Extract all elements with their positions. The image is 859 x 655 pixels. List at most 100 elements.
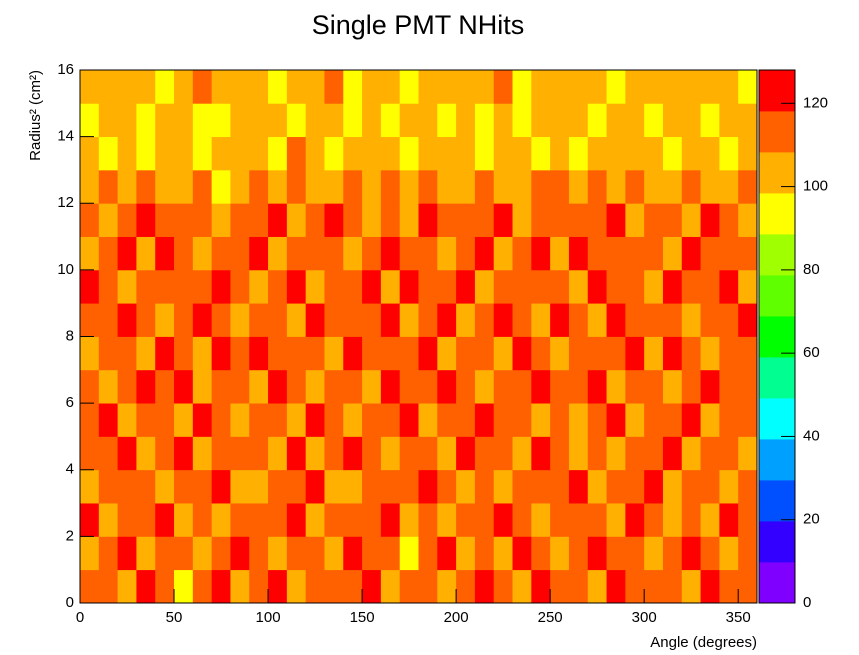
x-tick-label: 100 <box>256 609 281 626</box>
heatmap-cell <box>606 303 626 337</box>
heatmap-cell <box>493 436 513 471</box>
heatmap-cell <box>399 103 419 138</box>
heatmap-cell <box>625 369 645 404</box>
heatmap-cell <box>305 503 325 537</box>
heatmap-cell <box>568 469 589 504</box>
heatmap-cell <box>700 336 720 371</box>
heatmap-cell <box>380 503 401 537</box>
heatmap-cell <box>155 269 175 304</box>
heatmap-cell <box>531 103 551 138</box>
heatmap-cell <box>80 203 100 237</box>
heatmap-cell <box>211 503 231 537</box>
heatmap-cell <box>117 403 137 437</box>
heatmap-cell <box>437 336 457 371</box>
heatmap-cell <box>249 469 269 504</box>
y-tick-label: 2 <box>66 527 74 544</box>
heatmap-cell <box>625 136 645 171</box>
heatmap-cell <box>644 369 664 404</box>
heatmap-cell <box>98 236 119 271</box>
colorbar-band <box>759 398 795 440</box>
heatmap-cell <box>587 503 607 537</box>
heatmap-cell <box>474 469 495 504</box>
heatmap-cell <box>80 103 100 138</box>
heatmap-cell <box>662 70 683 104</box>
heatmap-cell <box>249 70 269 104</box>
heatmap-cell <box>719 403 739 437</box>
heatmap-cell <box>249 169 269 204</box>
heatmap-cell <box>437 436 457 471</box>
heatmap-cell <box>456 369 476 404</box>
heatmap-cell <box>268 269 288 304</box>
heatmap-cell <box>437 103 457 138</box>
heatmap-cell <box>474 136 495 171</box>
heatmap-cell <box>343 503 363 537</box>
heatmap-cell <box>644 169 664 204</box>
heatmap-cell <box>474 236 495 271</box>
heatmap-cell <box>568 436 589 471</box>
heatmap-cell <box>305 436 325 471</box>
heatmap-cell <box>493 569 513 604</box>
heatmap-cell <box>324 569 344 604</box>
heatmap-cell <box>211 469 231 504</box>
heatmap-cell <box>644 103 664 138</box>
heatmap-cell <box>305 403 325 437</box>
heatmap-cell <box>493 403 513 437</box>
heatmap-cell <box>174 436 194 471</box>
heatmap-cell <box>230 469 250 504</box>
heatmap-cell <box>456 269 476 304</box>
heatmap-cell <box>512 203 532 237</box>
heatmap-cell <box>719 203 739 237</box>
heatmap-cell <box>456 169 476 204</box>
heatmap-cell <box>136 236 156 271</box>
heatmap-cell <box>399 203 419 237</box>
heatmap-cell <box>700 169 720 204</box>
heatmap-cell <box>211 403 231 437</box>
heatmap-cell <box>512 369 532 404</box>
heatmap-cell <box>98 303 119 337</box>
heatmap-cell <box>117 70 137 104</box>
heatmap-cell <box>738 469 758 504</box>
heatmap-cell <box>286 336 307 371</box>
heatmap-cell <box>550 536 570 571</box>
heatmap-cell <box>286 103 307 138</box>
heatmap-cell <box>700 136 720 171</box>
heatmap-cell <box>286 203 307 237</box>
heatmap-cell <box>324 403 344 437</box>
heatmap-cell <box>286 369 307 404</box>
heatmap-cell <box>550 469 570 504</box>
heatmap-cell <box>418 569 438 604</box>
heatmap-cell <box>493 136 513 171</box>
heatmap-cell <box>117 303 137 337</box>
heatmap-cell <box>286 136 307 171</box>
heatmap-cell <box>437 469 457 504</box>
heatmap-cell <box>550 336 570 371</box>
heatmap-cell <box>268 436 288 471</box>
heatmap-cell <box>136 136 156 171</box>
heatmap-cell <box>493 203 513 237</box>
heatmap-cell <box>719 436 739 471</box>
heatmap-cell <box>662 536 683 571</box>
heatmap-cell <box>174 269 194 304</box>
heatmap-cell <box>681 403 701 437</box>
heatmap-cell <box>493 269 513 304</box>
heatmap-cell <box>644 236 664 271</box>
heatmap-cell <box>192 469 213 504</box>
heatmap-cell <box>719 503 739 537</box>
heatmap-cell <box>98 203 119 237</box>
heatmap-cell <box>324 336 344 371</box>
heatmap-cell <box>474 403 495 437</box>
heatmap-cell <box>136 269 156 304</box>
heatmap-cell <box>174 369 194 404</box>
heatmap-cell <box>512 236 532 271</box>
heatmap-cell <box>568 203 589 237</box>
heatmap-cell <box>192 136 213 171</box>
heatmap-cell <box>211 436 231 471</box>
y-tick-label: 0 <box>66 594 74 611</box>
heatmap-cell <box>174 403 194 437</box>
heatmap-cell <box>550 236 570 271</box>
heatmap-cell <box>380 436 401 471</box>
heatmap-cell <box>493 469 513 504</box>
heatmap-cell <box>230 236 250 271</box>
heatmap-cell <box>700 403 720 437</box>
chart-title: Single PMT NHits <box>312 10 525 40</box>
